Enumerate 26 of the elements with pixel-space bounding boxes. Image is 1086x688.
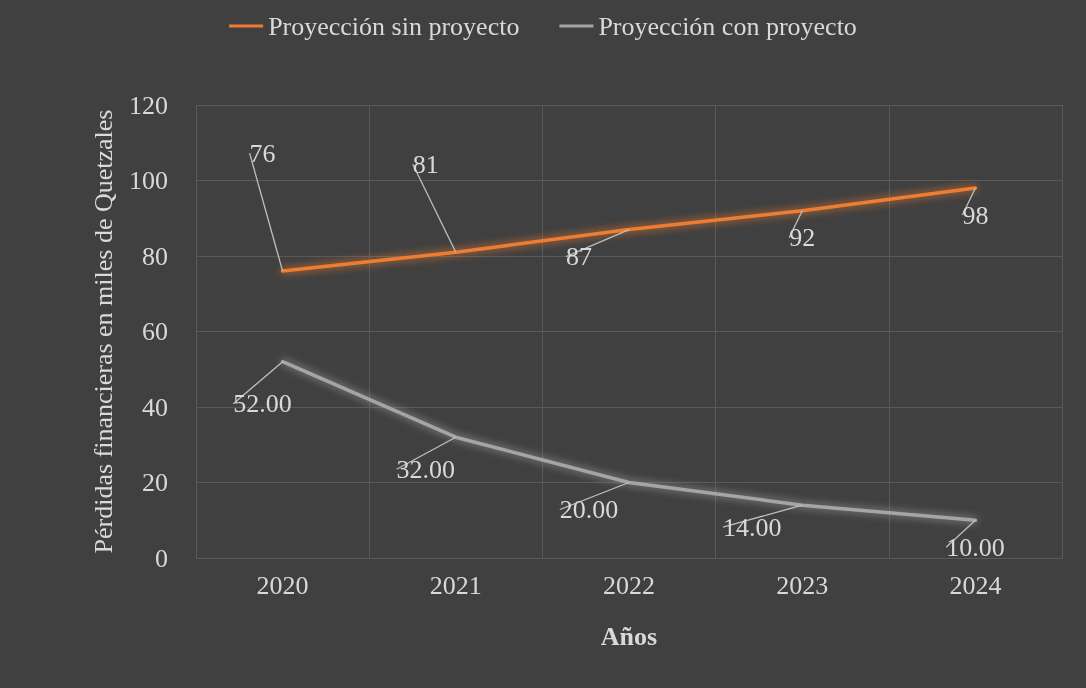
- x-axis-title: Años: [600, 621, 658, 651]
- x-tick-label: 2020: [256, 570, 309, 600]
- data-label: 98: [962, 200, 989, 230]
- y-tick-label: 40: [142, 392, 168, 422]
- x-tick-label: 2023: [776, 570, 829, 600]
- data-label: 20.00: [559, 495, 619, 524]
- y-tick-label: 80: [142, 241, 168, 271]
- data-label: 10.00: [946, 532, 1005, 562]
- data-label: 32.00: [396, 454, 456, 484]
- x-tick-label: 2024: [949, 570, 1002, 600]
- y-tick-label: 0: [155, 543, 168, 573]
- x-tick-label: 2021: [429, 570, 482, 600]
- legend-label: Proyección con proyecto: [598, 11, 857, 41]
- data-label: 76: [249, 138, 276, 168]
- x-tick-label: 2022: [603, 570, 655, 600]
- y-tick-label: 100: [129, 166, 168, 195]
- data-label: 52.00: [233, 389, 292, 419]
- y-tick-label: 120: [129, 90, 168, 120]
- data-label: 81: [412, 149, 439, 179]
- y-tick-label: 60: [142, 317, 168, 346]
- data-label: 14.00: [722, 512, 782, 542]
- y-axis-title: Pérdidas financieras en miles de Quetzales: [88, 109, 118, 554]
- legend-label: Proyección sin proyecto: [268, 11, 520, 41]
- y-tick-label: 20: [142, 468, 168, 497]
- data-label: 87: [566, 242, 592, 272]
- data-label: 92: [789, 223, 816, 253]
